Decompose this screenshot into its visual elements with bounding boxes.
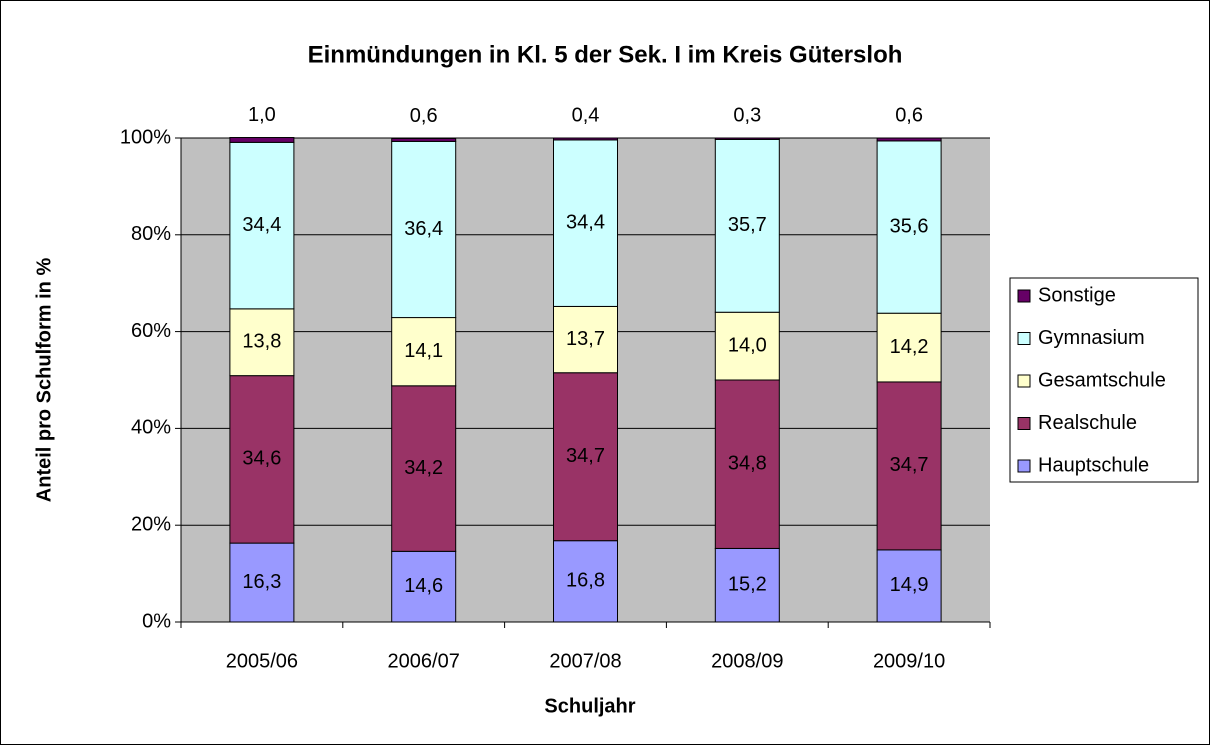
- x-tick-label: 2005/06: [226, 650, 298, 672]
- bar-segment: [714, 137, 780, 140]
- data-label: 13,8: [242, 331, 281, 353]
- data-label: 14,0: [728, 334, 767, 356]
- data-label: 0,3: [733, 104, 761, 126]
- data-label: 14,9: [890, 574, 929, 596]
- y-tick-label: 0%: [142, 610, 171, 632]
- data-label: 14,6: [404, 575, 443, 597]
- bar-segment: [553, 540, 618, 623]
- y-tick-label: 100%: [120, 126, 171, 148]
- data-label: 34,7: [890, 454, 929, 476]
- bar-segment: [876, 140, 942, 314]
- legend-label: Sonstige: [1038, 284, 1116, 306]
- data-label: 34,8: [728, 452, 767, 474]
- legend-label: Gymnasium: [1038, 327, 1145, 349]
- data-label: 35,7: [728, 214, 767, 236]
- data-label: 1,0: [248, 104, 276, 126]
- bar-segment: [229, 141, 295, 310]
- x-tick-label: 2008/09: [711, 650, 783, 672]
- legend-swatch: [1017, 459, 1031, 473]
- bar-segment: [229, 137, 295, 143]
- y-tick-label: 40%: [131, 417, 171, 439]
- data-label: 16,8: [566, 570, 605, 592]
- bar-segment: [391, 550, 457, 623]
- data-label: 34,6: [242, 448, 281, 470]
- chart-title: Einmündungen in Kl. 5 der Sek. I im Krei…: [308, 41, 903, 68]
- bar-segment: [876, 137, 942, 142]
- bar-segment: [391, 385, 457, 552]
- legend-swatch: [1017, 374, 1031, 388]
- y-tick-label: 80%: [131, 223, 171, 245]
- bar-segment: [229, 375, 295, 544]
- bar-segment: [714, 547, 780, 623]
- bar-segment: [553, 139, 618, 307]
- y-tick-label: 20%: [131, 513, 171, 535]
- x-tick-label: 2007/08: [549, 650, 621, 672]
- data-label: 0,4: [572, 104, 600, 126]
- bar-segment: [714, 138, 780, 313]
- data-label: 34,4: [242, 214, 281, 236]
- data-label: 13,7: [566, 328, 605, 350]
- data-label: 34,2: [404, 457, 443, 479]
- data-label: 16,3: [242, 571, 281, 593]
- data-label: 34,4: [566, 211, 605, 233]
- data-label: 14,2: [890, 336, 929, 358]
- data-label: 14,1: [404, 340, 443, 362]
- legend-label: Hauptschule: [1038, 454, 1149, 476]
- legend-box: [1009, 277, 1199, 483]
- x-tick-label: 2009/10: [873, 650, 945, 672]
- data-label: 36,4: [404, 218, 443, 240]
- data-label: 35,6: [890, 215, 929, 237]
- data-label: 15,2: [728, 573, 767, 595]
- legend-label: Gesamtschule: [1038, 369, 1166, 391]
- y-tick-label: 60%: [131, 320, 171, 342]
- legend-swatch: [1017, 289, 1031, 303]
- bar-segment: [391, 140, 457, 319]
- x-axis-title: Schuljahr: [544, 695, 635, 717]
- x-tick-label: 2006/07: [388, 650, 460, 672]
- bar-segment: [876, 381, 942, 551]
- data-label: 0,6: [410, 105, 438, 127]
- bar-segment: [391, 137, 457, 142]
- legend-swatch: [1017, 332, 1031, 345]
- bar-segment: [229, 308, 295, 377]
- bar-segment: [876, 312, 942, 383]
- bar-segment: [391, 317, 457, 387]
- legend-swatch: [1017, 417, 1031, 430]
- legend-label: Realschule: [1038, 412, 1137, 434]
- bar-segment: [229, 542, 295, 623]
- y-axis-title: Anteil pro Schulform in %: [33, 258, 55, 503]
- data-label: 34,7: [566, 445, 605, 467]
- data-label: 0,6: [895, 104, 923, 126]
- bar-segment: [553, 137, 618, 141]
